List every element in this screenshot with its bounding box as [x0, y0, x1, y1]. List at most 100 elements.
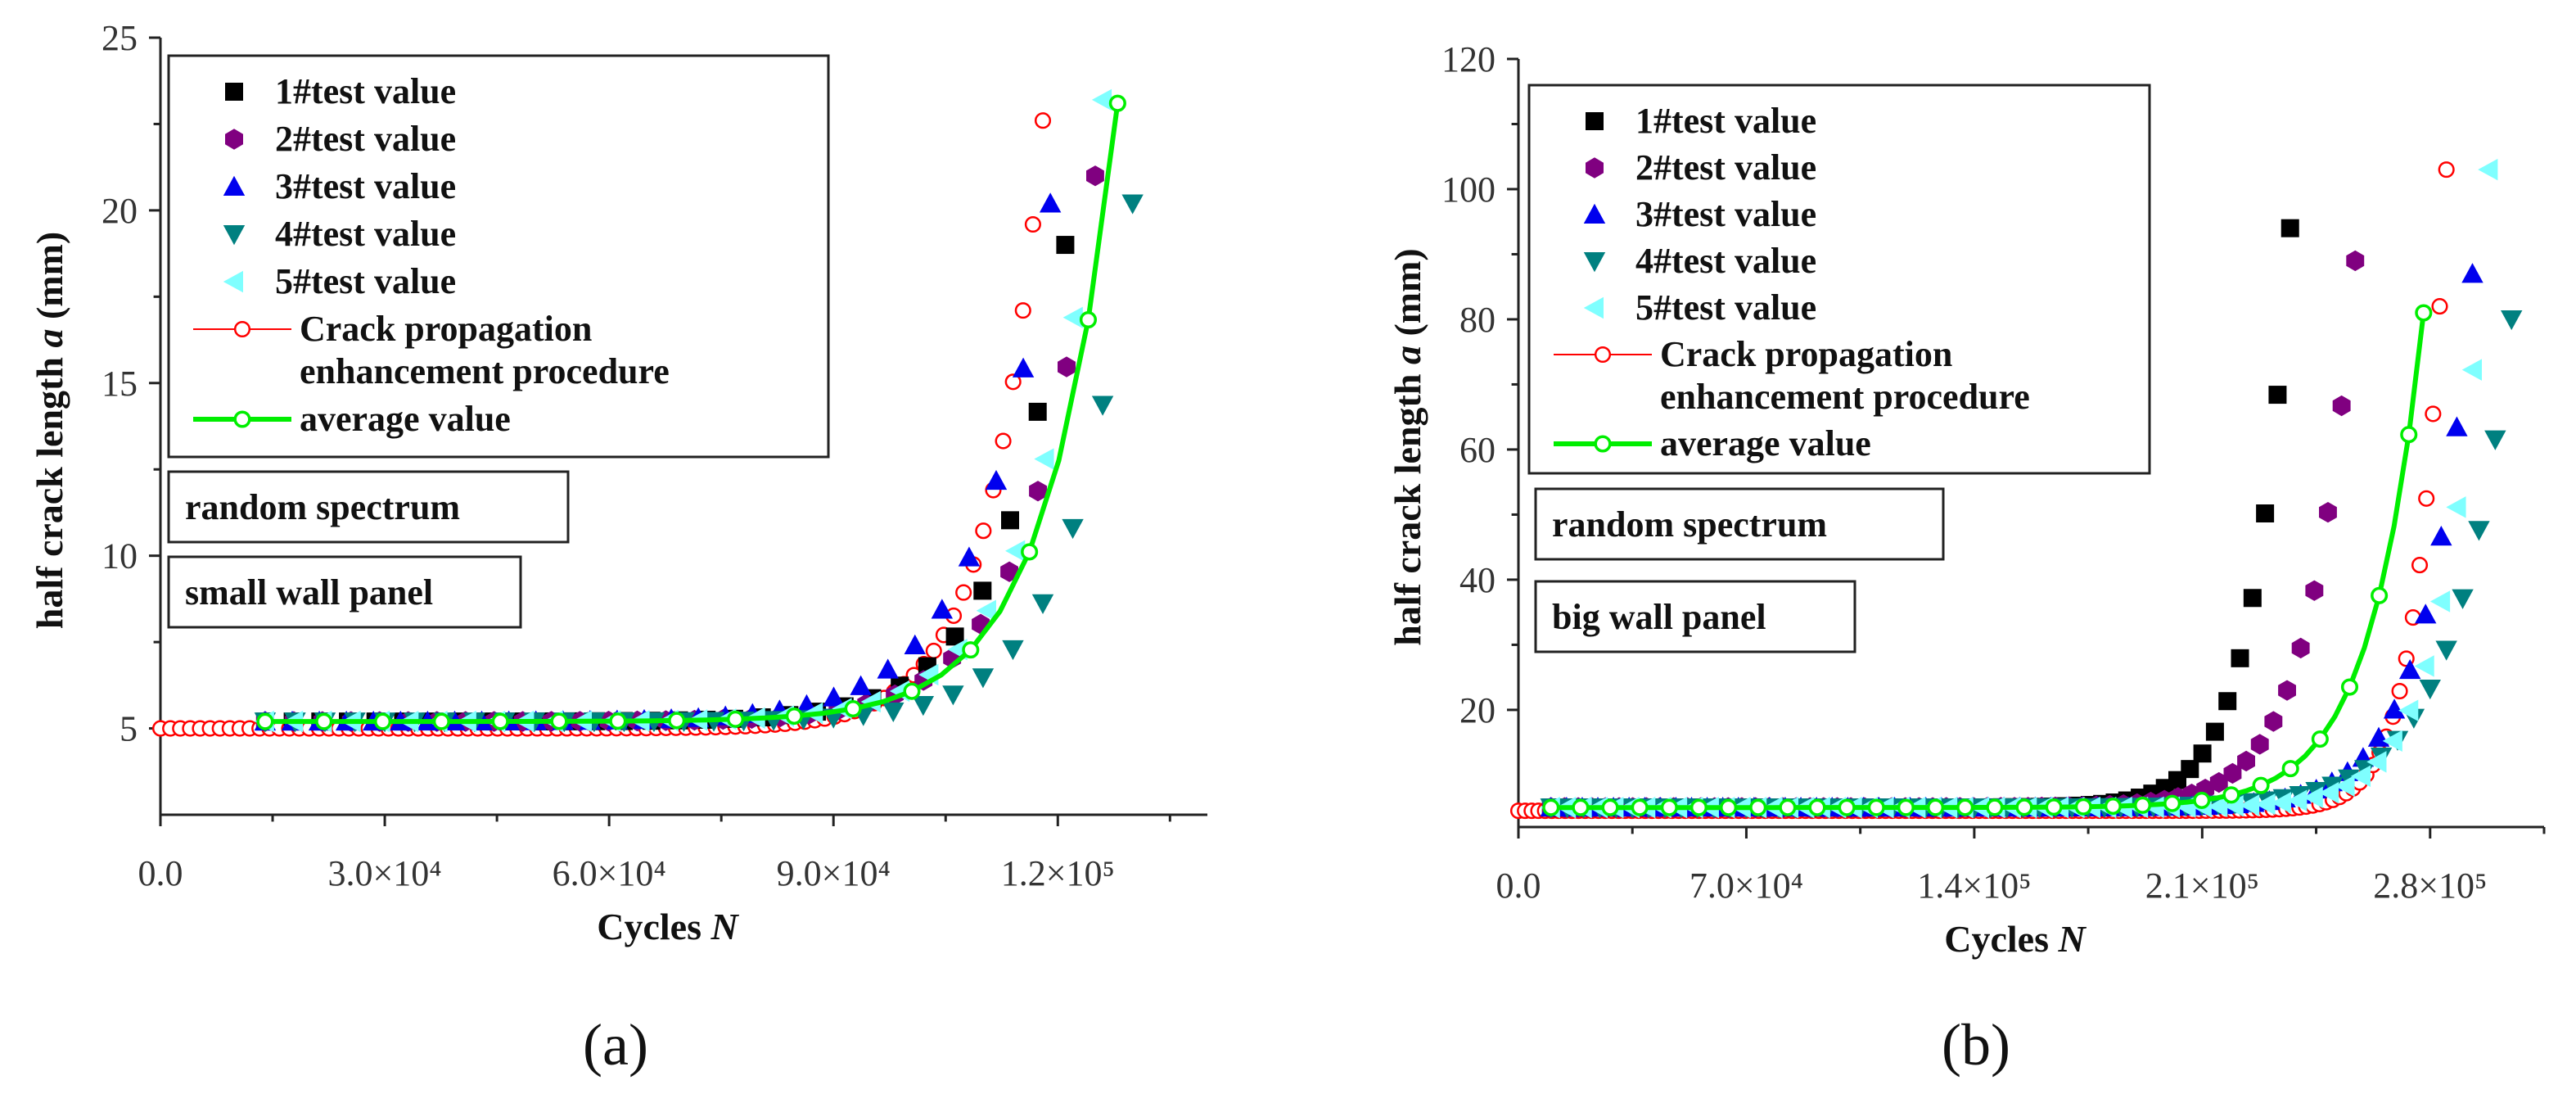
panel-label: (b) [1942, 1012, 2010, 1078]
y-tick-label: 80 [1459, 300, 1496, 340]
legend-label: average value [1660, 423, 1871, 463]
test-2-point [2237, 750, 2255, 772]
y-axis-title-text: half crack length [1387, 364, 1428, 646]
test-3-point [2383, 698, 2406, 719]
plot-area [151, 88, 1144, 737]
average-point [1808, 798, 1826, 816]
average-point [2163, 794, 2181, 812]
average-point [785, 707, 803, 726]
enhancement-point [2438, 161, 2455, 179]
legend-marker-average [1594, 435, 1612, 453]
legend-label: 5#test value [1635, 287, 1816, 328]
enhancement-point [995, 432, 1012, 450]
test-1-point [2231, 649, 2249, 667]
test-5-point [2429, 590, 2451, 613]
test-4-point [2468, 521, 2490, 541]
test-1-point [1001, 511, 1020, 530]
test-5-point [2303, 786, 2323, 808]
test-2-point [2332, 395, 2351, 417]
test-4-point [972, 668, 995, 689]
note-box [1534, 580, 1856, 653]
test-5-point [2478, 158, 2498, 181]
legend-label: enhancement procedure [1660, 377, 2030, 417]
average-point [726, 710, 745, 728]
average-point [2104, 798, 2122, 816]
test-5-point [2335, 775, 2355, 798]
legend-marker-test-5 [1583, 296, 1604, 319]
x-tick-label: 1.4×10⁵ [1917, 866, 2031, 906]
test-3-point [2461, 263, 2484, 283]
legend-label: 5#test value [275, 261, 456, 301]
test-4-point [2501, 310, 2523, 331]
note-box [167, 470, 570, 544]
panel-type-note: big wall panel [1552, 597, 1766, 637]
legend-marker-test-4 [1583, 252, 1606, 273]
average-point [1897, 798, 1915, 816]
average-point [1779, 798, 1797, 816]
legend-marker-test-1 [225, 83, 243, 101]
test-1-point [2256, 504, 2275, 523]
x-tick-label: 7.0×10⁴ [1690, 866, 1803, 906]
test-5-point [1062, 306, 1083, 328]
note-box [1534, 487, 1945, 561]
average-point [2281, 760, 2299, 778]
x-axis-title: Cycles N [1944, 918, 2087, 960]
average-point [1660, 798, 1678, 816]
test-3-point [2430, 526, 2452, 546]
note-box [167, 555, 522, 629]
test-4-point [882, 702, 905, 723]
test-1-point [973, 581, 992, 600]
test-3-point [2446, 416, 2468, 436]
enhancement-point [2418, 490, 2435, 507]
test-5-point [976, 599, 996, 622]
x-tick-label: 2.1×10⁵ [2145, 866, 2259, 906]
average-point [1108, 94, 1126, 112]
y-tick-label: 20 [1459, 690, 1496, 730]
test-4-point [1002, 640, 1024, 661]
plot-area [1509, 158, 2523, 820]
legend-label: enhancement procedure [300, 351, 670, 391]
test-3-point [1012, 357, 1035, 377]
average-point [2400, 426, 2418, 444]
average-point [1720, 798, 1738, 816]
test-3-point [958, 546, 981, 567]
legend-label: 4#test value [1635, 241, 1816, 281]
test-5-point [2287, 789, 2308, 811]
test-5-point [2398, 699, 2419, 721]
x-tick-label: 3.0×10⁴ [327, 853, 441, 893]
enhancement-point [925, 642, 942, 659]
x-tick-label: 2.8×10⁵ [2373, 866, 2487, 906]
average-point [374, 712, 392, 730]
average-point [1572, 798, 1590, 816]
average-point [2371, 586, 2389, 604]
enhancement-point [955, 584, 972, 601]
average-point [2311, 730, 2329, 748]
legend-label: 1#test value [1635, 101, 1816, 141]
y-axis-title-var: a [1387, 346, 1428, 364]
test-1-point [945, 627, 964, 646]
average-point [1601, 798, 1619, 816]
test-5-point [2366, 751, 2387, 773]
y-axis-title-text: half crack length [29, 348, 70, 630]
test-2-point [2291, 637, 2310, 659]
test-2-point [2209, 771, 2228, 793]
test-1-point [1056, 236, 1075, 255]
test-4-point [912, 696, 935, 716]
y-tick-label: 60 [1459, 430, 1496, 470]
average-point [962, 641, 980, 659]
x-tick-label: 0.0 [1496, 866, 1541, 906]
average-point [844, 699, 862, 718]
legend-marker-test-2 [225, 129, 243, 150]
legend-marker-test-2 [1586, 157, 1604, 179]
legend-label: 2#test value [275, 119, 456, 159]
test-4-point [1091, 396, 1114, 416]
test-2-point [2223, 762, 2242, 784]
average-point [491, 712, 509, 730]
test-5-point [2414, 655, 2434, 677]
y-axis-title-unit: (mm) [29, 232, 70, 329]
legend-box [167, 54, 830, 459]
test-3-point [2415, 603, 2437, 624]
average-point [1838, 798, 1856, 816]
average-point [2045, 798, 2063, 816]
